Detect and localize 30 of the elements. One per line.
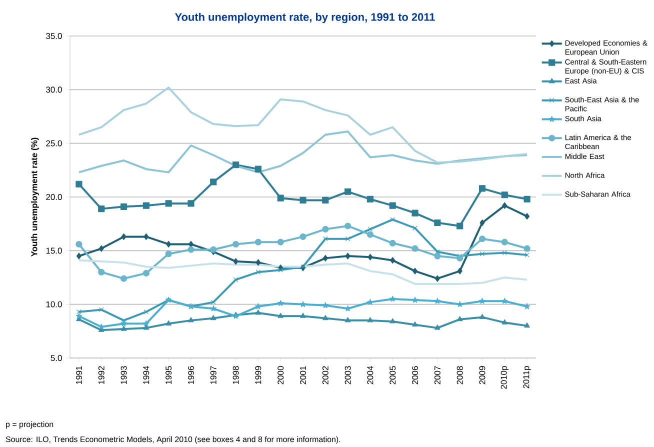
y-tick-label: 15.0 <box>46 248 62 254</box>
x-tick-label: 2007 <box>434 366 440 384</box>
x-tick-label: 1993 <box>120 366 127 384</box>
x-tick-label: 2006 <box>412 366 418 384</box>
x-tick-label: 1997 <box>210 366 216 384</box>
x-tick-label: 1998 <box>232 366 239 384</box>
x-tick-label: 1999 <box>255 366 262 384</box>
chart-title: Youth unemployment rate, by region, 1991 to 2011 <box>174 12 435 24</box>
x-tick-label: 2010p <box>500 366 508 389</box>
x-tick-label: 2011p <box>523 366 531 388</box>
y-axis-title: Youth unemployment rate (%) <box>31 138 39 257</box>
x-tick-label: 1992 <box>98 366 104 384</box>
x-tick-label: 2000 <box>278 366 284 384</box>
x-tick-label: 2004 <box>367 366 374 384</box>
x-tick-label: 2008 <box>456 366 463 384</box>
y-tick-label: 30.0 <box>46 86 62 93</box>
y-tick-label: 25.0 <box>46 140 62 146</box>
x-tick-label: 2003 <box>344 366 351 384</box>
x-tick-label: 2002 <box>322 366 328 384</box>
y-tick-label: 5.0 <box>50 355 62 361</box>
y-tick-label: 10.0 <box>46 301 62 308</box>
x-tick-label: 2009 <box>479 366 486 384</box>
y-tick-label: 20.0 <box>46 194 62 200</box>
x-tick-label: 1995 <box>166 366 172 384</box>
x-tick-label: 2001 <box>300 366 306 384</box>
x-tick-label: 1994 <box>143 366 150 384</box>
y-tick-label: 35.0 <box>46 33 62 39</box>
x-tick-label: 1996 <box>188 366 194 384</box>
x-tick-label: 2005 <box>390 366 396 384</box>
x-tick-label: 1991 <box>76 366 82 384</box>
